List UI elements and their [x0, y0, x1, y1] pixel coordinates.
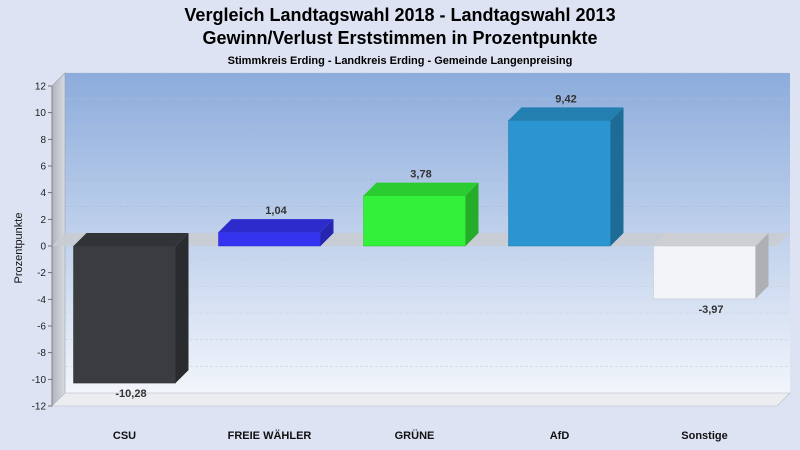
bar-front	[653, 245, 756, 300]
bar-front	[218, 231, 321, 247]
bar-side	[320, 219, 334, 246]
x-category-label: Sonstige	[681, 430, 727, 442]
chart-title-line1: Vergleich Landtagswahl 2018 - Landtagswa…	[184, 5, 616, 25]
y-tick-label: -4	[37, 295, 46, 306]
x-category-label: FREIE WÄHLER	[228, 429, 312, 442]
bar-afd	[508, 107, 624, 247]
bar-grüne	[363, 182, 479, 247]
x-category-label: CSU	[113, 430, 136, 442]
bar-side	[755, 233, 769, 299]
y-tick-label: -6	[37, 322, 46, 333]
y-tick-label: -2	[37, 268, 46, 279]
bar-top	[653, 233, 769, 246]
y-tick-label: -12	[32, 402, 47, 413]
bar-top	[218, 219, 334, 233]
bar-value-label: 9,42	[555, 93, 576, 105]
bar-csu	[73, 233, 189, 384]
plot-floor	[51, 392, 791, 407]
bar-top	[508, 107, 624, 121]
bar-top	[363, 182, 479, 196]
y-tick-label: 0	[40, 242, 46, 253]
x-category-label: AfD	[550, 430, 570, 442]
bar-side	[610, 107, 624, 247]
y-tick-label: -10	[32, 375, 47, 386]
bar-value-label: -3,97	[698, 304, 723, 316]
y-tick-label: 12	[35, 82, 47, 93]
bar-top	[73, 233, 189, 246]
chart-subtitle: Stimmkreis Erding - Landkreis Erding - G…	[227, 55, 573, 67]
bar-front	[363, 195, 466, 247]
y-tick-label: 10	[35, 108, 47, 119]
bar-value-label: 3,78	[410, 169, 431, 181]
bar-front	[508, 120, 611, 247]
bar-sonstige	[653, 233, 769, 300]
y-tick-label: 6	[40, 162, 46, 173]
bar-side	[465, 182, 479, 246]
bar-front	[73, 245, 176, 384]
bar-value-label: 1,04	[265, 205, 287, 217]
chart-title-line2: Gewinn/Verlust Erststimmen in Prozentpun…	[202, 28, 598, 48]
bar-freie-wähler	[218, 219, 334, 247]
bar-side	[175, 233, 189, 384]
y-tick-label: -8	[37, 348, 46, 359]
y-axis-label: Prozentpunkte	[13, 213, 25, 284]
x-category-label: GRÜNE	[395, 429, 435, 442]
y-tick-label: 8	[40, 135, 46, 146]
bar-value-label: -10,28	[115, 388, 146, 400]
y-tick-label: 2	[40, 215, 46, 226]
y-tick-label: 4	[40, 188, 46, 199]
